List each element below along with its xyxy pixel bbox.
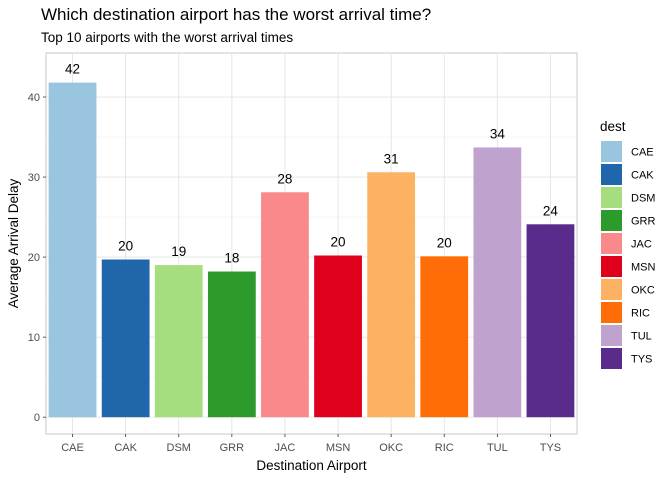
- legend-key-grr: [601, 210, 622, 231]
- bar-grr: [207, 271, 256, 418]
- x-tick-label: RIC: [435, 442, 454, 454]
- legend-key-ric: [601, 302, 622, 323]
- bar-cak: [101, 259, 150, 418]
- x-tick-label: CAE: [61, 442, 84, 454]
- legend-label: JAC: [631, 239, 652, 251]
- x-tick-label: OKC: [379, 442, 403, 454]
- x-tick-label: CAK: [114, 442, 137, 454]
- data-label: 24: [543, 203, 559, 218]
- legend-key-jac: [601, 233, 622, 254]
- x-tick-label: GRR: [220, 442, 245, 454]
- data-label: 20: [437, 235, 452, 250]
- bar-tys: [526, 224, 575, 418]
- legend-key-okc: [601, 279, 622, 300]
- x-axis-ticks: CAE CAK DSM GRR JAC MSN OKC RIC TUL TYS: [61, 434, 561, 454]
- x-tick-label: TUL: [487, 442, 508, 454]
- legend-label: GRR: [631, 216, 656, 228]
- bar-okc: [367, 172, 416, 418]
- data-label: 28: [277, 171, 292, 186]
- data-label: 20: [331, 235, 346, 250]
- y-tick-label: 30: [28, 172, 40, 184]
- y-axis-title: Average Arrival Delay: [6, 178, 21, 308]
- legend-label: OKC: [631, 285, 655, 297]
- bar-tul: [473, 147, 522, 418]
- bar-msn: [314, 255, 362, 418]
- legend-key-msn: [601, 256, 622, 277]
- legend-key-cae: [601, 141, 622, 162]
- data-label: 42: [65, 62, 80, 77]
- legend-label: RIC: [631, 308, 650, 320]
- bar-dsm: [154, 265, 203, 418]
- legend-label: DSM: [631, 193, 655, 205]
- chart-subtitle: Top 10 airports with the worst arrival t…: [41, 30, 293, 45]
- chart-title: Which destination airport has the worst …: [41, 5, 431, 24]
- bar-cae: [48, 82, 97, 418]
- x-tick-label: TYS: [540, 442, 561, 454]
- data-label: 20: [118, 239, 133, 254]
- legend-label: CAK: [631, 170, 654, 182]
- legend-label: CAE: [631, 147, 654, 159]
- bar-jac: [261, 192, 309, 418]
- bar-ric: [420, 256, 469, 418]
- x-tick-label: JAC: [275, 442, 296, 454]
- data-label: 18: [224, 251, 239, 266]
- y-tick-label: 10: [28, 332, 40, 344]
- legend-key-tys: [601, 348, 622, 369]
- x-tick-label: DSM: [167, 442, 191, 454]
- legend-label: MSN: [631, 262, 656, 274]
- y-tick-label: 20: [28, 252, 40, 264]
- data-labels: 42 20 19 18 28 20 31 20 34 24: [65, 62, 558, 266]
- data-label: 34: [490, 126, 506, 141]
- legend-key-dsm: [601, 187, 622, 208]
- legend-key-cak: [601, 164, 622, 185]
- y-tick-label: 0: [34, 412, 40, 424]
- plot-panel: 42 20 19 18 28 20 31 20 34 24: [45, 52, 578, 435]
- x-tick-label: MSN: [326, 442, 351, 454]
- legend-label: TUL: [631, 331, 652, 343]
- legend-title: dest: [600, 119, 626, 134]
- bars: [48, 82, 575, 418]
- x-axis-title: Destination Airport: [256, 458, 367, 473]
- legend-label: TYS: [631, 354, 652, 366]
- data-label: 31: [384, 151, 399, 166]
- legend: dest CAE CAK DSM GRR JAC MSN OKC RIC TUL TYS: [600, 119, 656, 369]
- y-axis-ticks: 0 10 20 30 40: [28, 92, 46, 424]
- y-tick-label: 40: [28, 92, 40, 104]
- data-label: 19: [171, 244, 186, 259]
- legend-key-tul: [601, 325, 622, 346]
